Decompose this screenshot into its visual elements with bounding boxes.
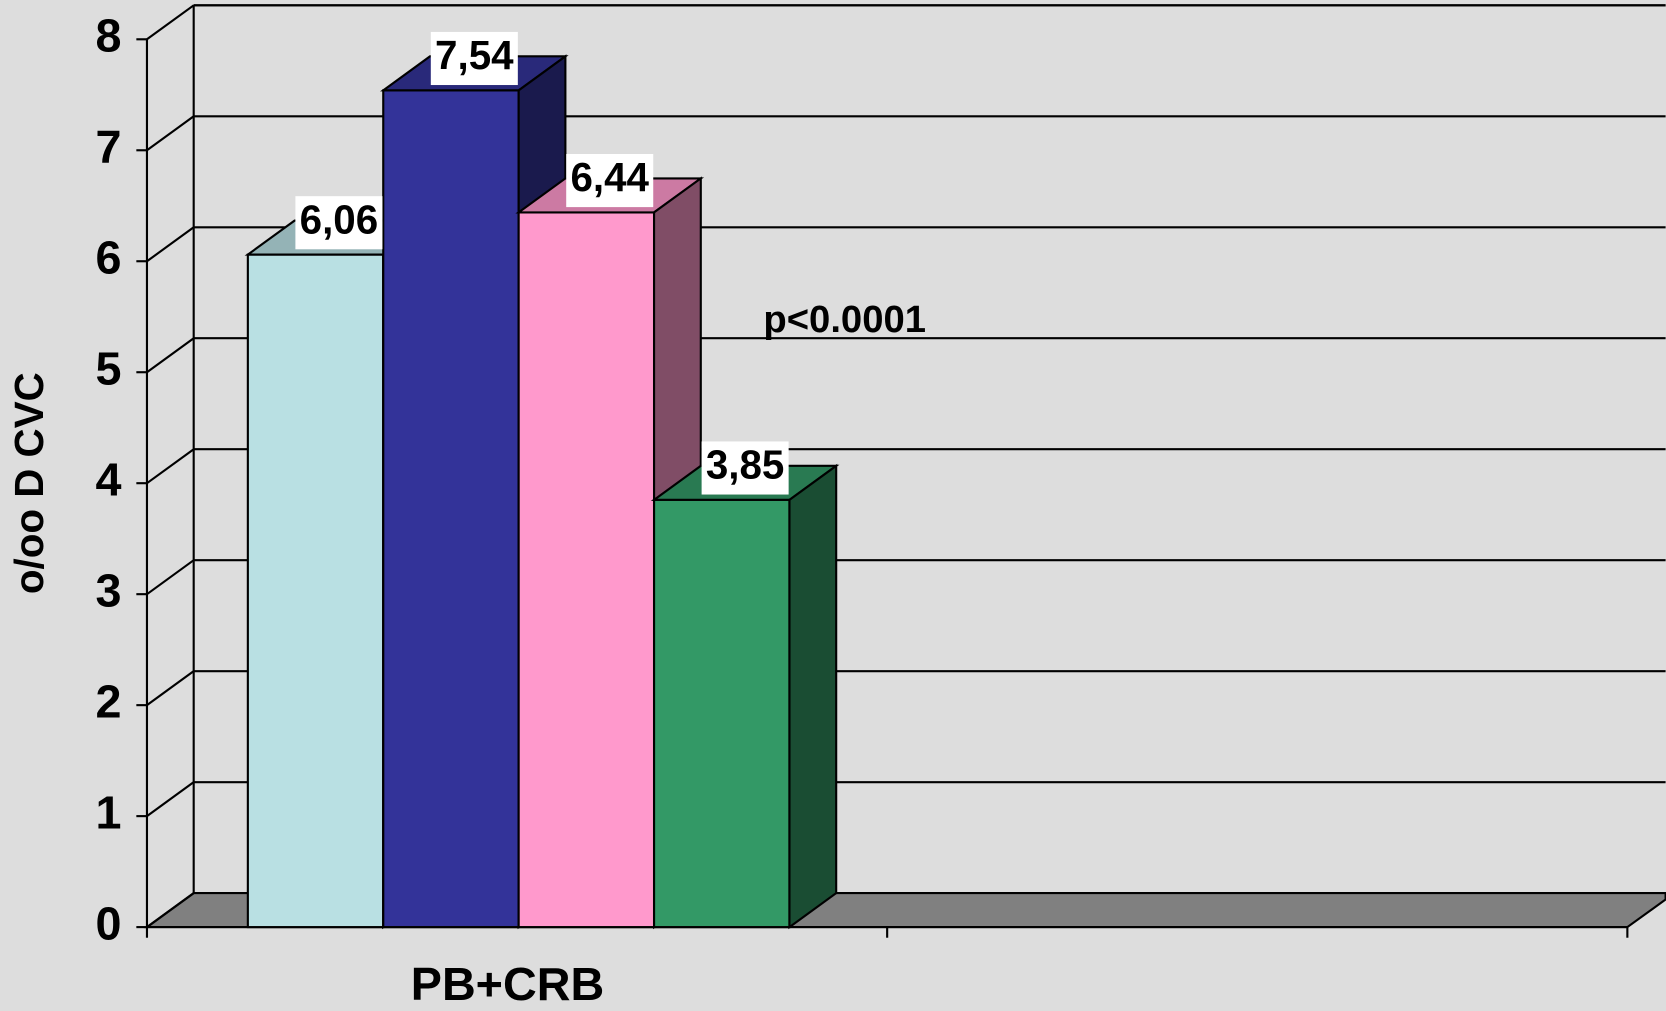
side-grid-line bbox=[146, 115, 195, 152]
bar bbox=[517, 211, 656, 929]
side-grid-line bbox=[146, 337, 195, 374]
side-grid-line bbox=[146, 892, 195, 928]
y-tick-label: 1 bbox=[95, 786, 121, 838]
side-grid-line bbox=[146, 559, 195, 596]
annotation: p<0.0001 bbox=[763, 298, 926, 341]
y-tick-label: 7 bbox=[95, 121, 121, 173]
bar bbox=[382, 89, 520, 929]
y-tick-label: 8 bbox=[95, 10, 121, 62]
data-label: 3,85 bbox=[706, 442, 785, 488]
y-tick-label: 3 bbox=[95, 565, 121, 617]
data-label-box bbox=[566, 154, 654, 208]
y-axis-label: o/oo D CVC bbox=[6, 372, 52, 594]
side-grid-line bbox=[146, 226, 195, 263]
bar-side bbox=[788, 463, 838, 930]
y-tick-label: 0 bbox=[95, 897, 121, 949]
data-label-box bbox=[701, 441, 789, 495]
side-grid-line bbox=[146, 448, 195, 485]
data-label: 6,06 bbox=[300, 196, 379, 242]
bar bbox=[652, 498, 791, 929]
data-label: 6,44 bbox=[570, 154, 649, 200]
data-label: 7,54 bbox=[435, 32, 514, 78]
bar bbox=[246, 253, 385, 929]
side-grid-line bbox=[146, 781, 195, 817]
x-tick-label: PB+CRB bbox=[411, 958, 604, 1010]
y-tick-label: 6 bbox=[95, 232, 121, 284]
data-label-box bbox=[430, 31, 518, 86]
side-grid-line bbox=[146, 670, 195, 707]
y-tick-label: 2 bbox=[95, 675, 121, 727]
side-grid-line bbox=[146, 4, 195, 41]
y-tick-label: 5 bbox=[95, 343, 121, 395]
data-label-box bbox=[295, 196, 383, 250]
y-tick-label: 4 bbox=[95, 454, 121, 506]
